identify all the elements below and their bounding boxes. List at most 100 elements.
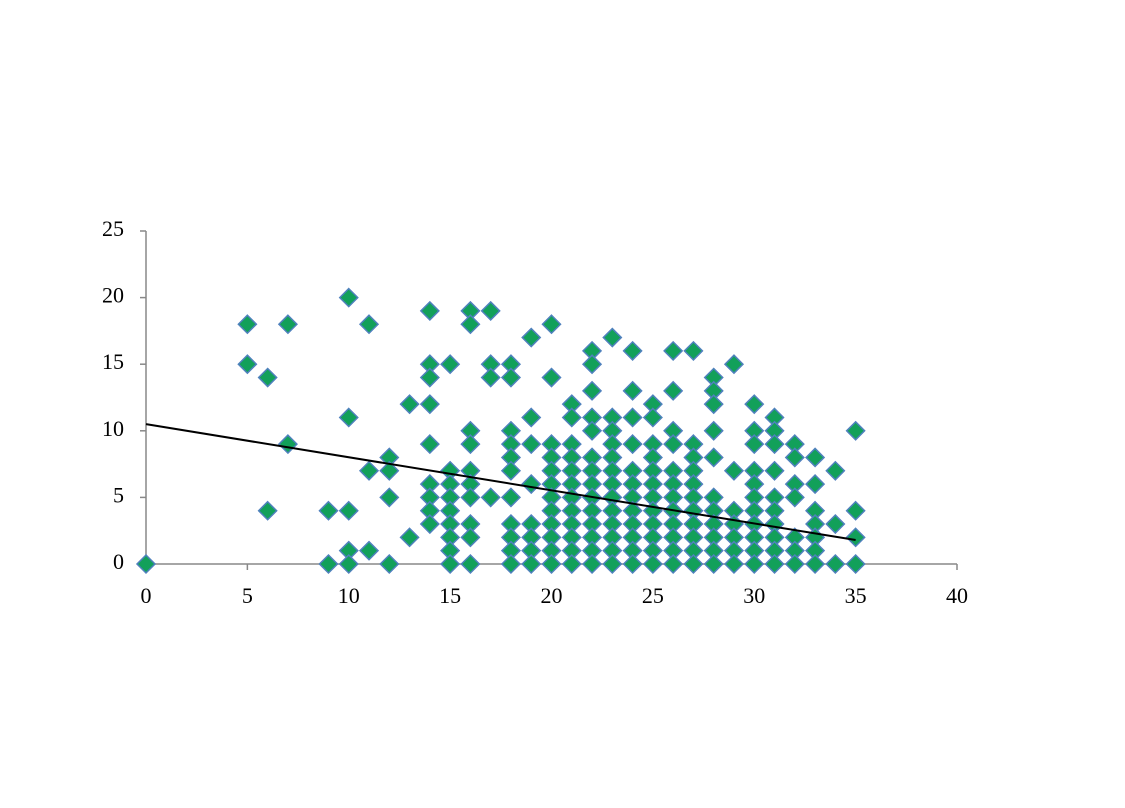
x-tick-label: 35 xyxy=(845,583,867,608)
x-tick-label: 15 xyxy=(439,583,461,608)
x-tick-label: 5 xyxy=(242,583,253,608)
point xyxy=(845,553,866,575)
point xyxy=(338,553,359,575)
point xyxy=(358,314,380,335)
point xyxy=(460,553,481,575)
point xyxy=(419,513,440,535)
point xyxy=(703,420,724,441)
point xyxy=(561,553,582,575)
point xyxy=(581,553,603,575)
point xyxy=(602,553,623,575)
point xyxy=(723,354,745,375)
point xyxy=(257,500,278,521)
point xyxy=(460,314,481,335)
y-tick-label: 10 xyxy=(102,416,124,441)
point xyxy=(500,487,522,508)
point xyxy=(500,553,522,575)
point xyxy=(379,553,400,575)
point xyxy=(379,487,400,508)
point xyxy=(419,434,440,455)
point xyxy=(399,527,420,548)
point xyxy=(237,354,258,375)
point xyxy=(764,434,785,455)
point xyxy=(135,553,157,575)
point xyxy=(561,407,582,428)
x-tick-label: 20 xyxy=(541,583,563,608)
x-tick-label: 0 xyxy=(141,583,152,608)
point xyxy=(663,380,684,401)
point xyxy=(399,394,420,415)
point xyxy=(419,367,440,388)
x-tick-label: 40 xyxy=(946,583,968,608)
point xyxy=(622,553,643,575)
point xyxy=(541,553,562,575)
point xyxy=(521,327,542,348)
point xyxy=(358,540,380,561)
point xyxy=(541,314,562,335)
point xyxy=(683,553,704,575)
point xyxy=(521,434,542,455)
point xyxy=(318,500,339,521)
point xyxy=(825,513,846,535)
point xyxy=(784,487,805,508)
point xyxy=(521,474,542,495)
point xyxy=(237,314,258,335)
trend-line xyxy=(145,423,856,542)
point xyxy=(663,553,684,575)
point xyxy=(521,553,542,575)
point xyxy=(500,460,522,481)
point xyxy=(703,447,724,468)
point xyxy=(845,500,866,521)
x-tick-label: 10 xyxy=(338,583,360,608)
point xyxy=(805,447,826,468)
point xyxy=(581,354,603,375)
point xyxy=(744,553,765,575)
point xyxy=(460,434,481,455)
point xyxy=(541,367,562,388)
point xyxy=(744,434,765,455)
point xyxy=(379,460,400,481)
point xyxy=(723,460,745,481)
x-tick-label: 25 xyxy=(642,583,664,608)
point xyxy=(784,447,805,468)
point xyxy=(419,300,440,321)
point xyxy=(277,314,298,335)
y-tick-label: 15 xyxy=(102,349,124,374)
point xyxy=(460,527,481,548)
point xyxy=(805,474,826,495)
point xyxy=(622,407,643,428)
point xyxy=(744,394,765,415)
point xyxy=(419,394,440,415)
point xyxy=(703,553,724,575)
point xyxy=(703,394,724,415)
y-tick-label: 0 xyxy=(113,549,124,574)
point xyxy=(338,287,359,308)
point xyxy=(663,434,684,455)
point xyxy=(845,527,866,548)
point xyxy=(358,460,380,481)
point xyxy=(338,500,359,521)
point xyxy=(825,553,846,575)
point xyxy=(642,553,663,575)
point xyxy=(764,460,785,481)
x-tick-label: 30 xyxy=(743,583,765,608)
point xyxy=(663,340,684,361)
point xyxy=(338,407,359,428)
point xyxy=(460,487,481,508)
point xyxy=(277,434,298,455)
point xyxy=(622,380,643,401)
point xyxy=(805,553,826,575)
y-tick-label: 25 xyxy=(102,216,124,241)
point xyxy=(480,300,501,321)
y-tick-label: 20 xyxy=(102,283,124,308)
point xyxy=(683,340,704,361)
y-tick-label: 5 xyxy=(113,482,124,507)
point xyxy=(440,553,461,575)
point xyxy=(521,407,542,428)
point xyxy=(480,367,501,388)
point xyxy=(318,553,339,575)
point xyxy=(825,460,846,481)
point xyxy=(845,420,866,441)
